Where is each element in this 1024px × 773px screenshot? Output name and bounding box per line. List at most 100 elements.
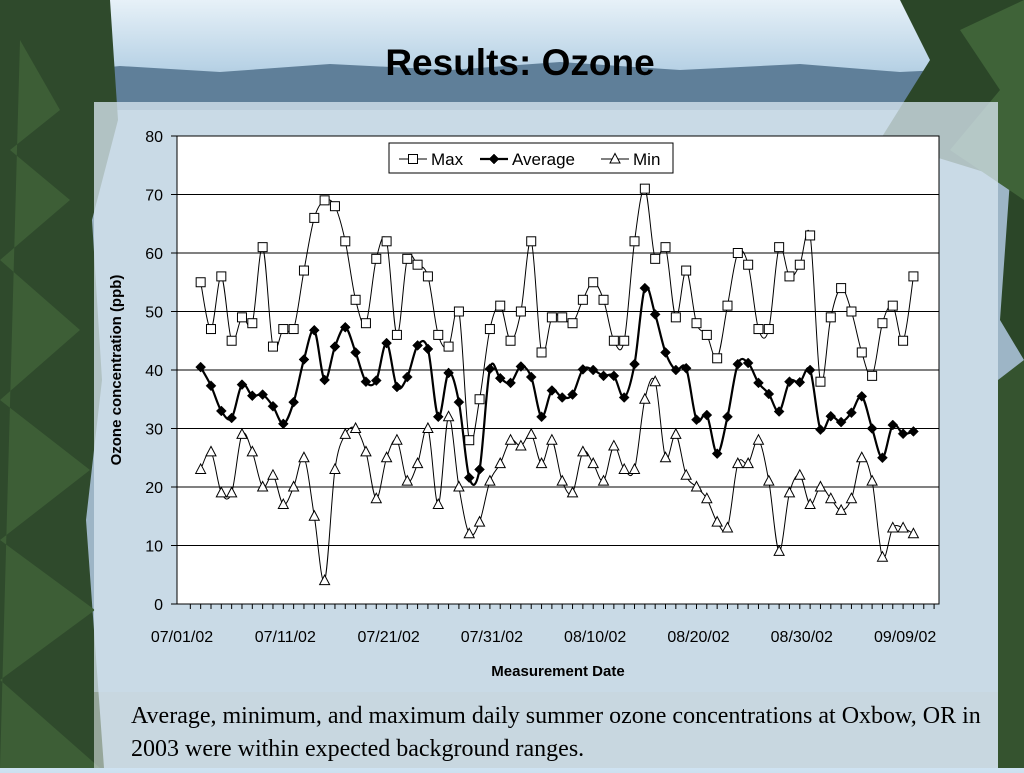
y-tick-label: 50 (145, 305, 163, 322)
x-tick-label: 08/20/02 (667, 629, 729, 646)
data-point-min (546, 433, 558, 445)
data-point-average (691, 414, 702, 426)
data-point-average (536, 411, 547, 423)
data-point-average (608, 370, 620, 382)
data-point-min (711, 515, 723, 527)
data-point-max (681, 265, 692, 276)
y-tick-label: 30 (145, 422, 163, 439)
data-point-average (515, 361, 527, 372)
data-point-average (443, 367, 454, 379)
data-point-min (494, 457, 507, 469)
data-point-max (567, 318, 578, 329)
data-point-average (329, 341, 341, 352)
data-point-min (194, 462, 207, 474)
data-point-max (278, 324, 289, 335)
data-point-average (226, 412, 238, 424)
data-point-max (722, 300, 733, 311)
data-point-min (577, 445, 589, 457)
data-point-max (629, 236, 640, 247)
data-point-min (783, 486, 796, 498)
data-point-average (784, 376, 795, 388)
data-point-min (701, 492, 713, 504)
data-point-min (463, 527, 476, 539)
data-point-average (629, 358, 640, 370)
data-point-max (660, 242, 671, 253)
data-point-max (464, 435, 475, 446)
data-point-min (587, 457, 600, 469)
data-point-min (773, 544, 785, 556)
data-point-max (815, 376, 826, 387)
slide-title: Results: Ozone (385, 42, 655, 83)
data-point-min (876, 550, 889, 562)
data-point-average (670, 364, 682, 376)
data-point-max (732, 248, 743, 258)
y-tick-label: 80 (145, 129, 163, 146)
series-layer (194, 183, 920, 586)
data-point-min (298, 451, 310, 463)
data-point-average (308, 324, 320, 336)
caption-band (94, 692, 998, 768)
x-tick-labels: 07/01/02 07/11/02 07/21/02 07/31/02 08/10/02… (151, 629, 936, 646)
data-point-min (731, 457, 744, 469)
data-point-min (380, 451, 393, 463)
data-point-max (526, 236, 537, 247)
data-point-average (267, 400, 279, 412)
data-point-min (277, 497, 290, 510)
data-point-min (422, 421, 434, 433)
data-point-average (701, 409, 713, 421)
data-point-max (453, 306, 464, 317)
data-point-max (867, 370, 878, 381)
data-point-max (887, 300, 898, 311)
data-point-average (897, 428, 909, 440)
data-point-max (298, 265, 309, 276)
data-point-average (866, 423, 878, 434)
data-point-min (814, 480, 827, 492)
data-point-average (722, 411, 733, 423)
legend-marker-min (609, 152, 621, 164)
data-point-max (670, 312, 681, 323)
data-point-average (494, 372, 506, 384)
data-point-min (535, 457, 548, 469)
data-point-average (381, 337, 392, 349)
data-point-min (855, 451, 868, 463)
data-point-max (340, 236, 351, 247)
data-point-min (824, 492, 837, 504)
data-point-average (246, 390, 258, 402)
data-point-max (836, 283, 847, 294)
data-point-average (453, 396, 465, 408)
data-point-max (608, 335, 619, 346)
data-point-average (432, 411, 444, 423)
data-point-min (205, 445, 217, 457)
data-point-average (484, 363, 496, 375)
y-tick-label: 20 (145, 480, 163, 497)
data-point-average (546, 385, 558, 396)
data-point-max (691, 318, 702, 329)
data-point-average (339, 321, 351, 333)
data-point-average (412, 340, 423, 351)
y-axis-title: Ozone concentration (ppb) (108, 275, 125, 466)
y-tick-label: 10 (145, 539, 163, 556)
data-point-min (793, 468, 806, 480)
data-point-max (371, 253, 382, 264)
data-point-max (412, 259, 423, 270)
data-point-min (628, 462, 641, 474)
data-point-min (484, 474, 496, 486)
data-point-min (401, 474, 414, 486)
data-point-max (433, 329, 444, 340)
legend-label-average: Average (512, 150, 575, 169)
data-point-min (215, 486, 228, 498)
data-point-max (908, 271, 919, 282)
data-point-max (577, 294, 588, 305)
data-point-average (908, 426, 919, 437)
data-point-average (474, 464, 485, 475)
data-point-min (721, 521, 734, 533)
data-point-min (432, 497, 445, 510)
data-point-min (618, 462, 631, 474)
data-point-average (370, 375, 382, 386)
data-point-average (298, 354, 310, 365)
data-point-max (402, 253, 413, 264)
data-point-min (670, 427, 682, 439)
data-point-min (608, 439, 620, 451)
data-point-average (360, 376, 372, 388)
data-point-average (277, 418, 289, 430)
